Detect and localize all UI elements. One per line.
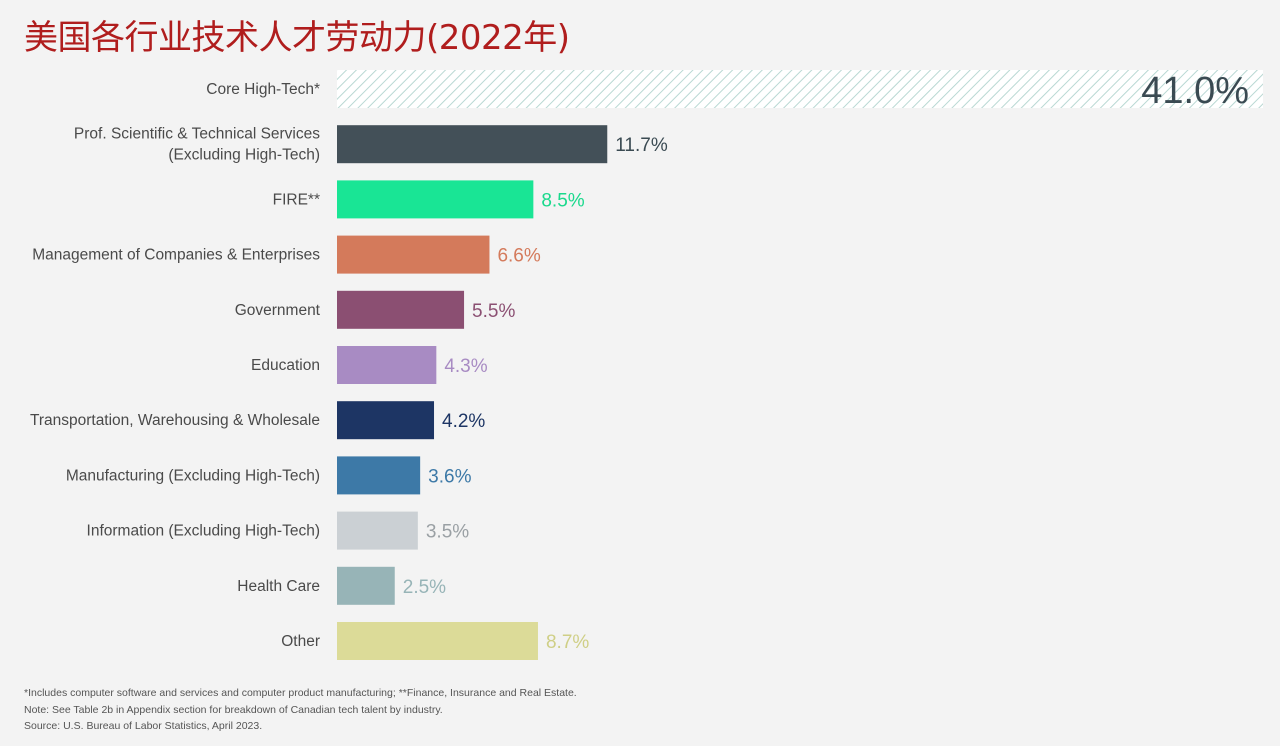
bar-4 xyxy=(337,290,465,329)
category-label-0: Core High-Tech* xyxy=(206,81,320,98)
bar-2 xyxy=(337,180,534,219)
category-label-4: Government xyxy=(235,302,321,319)
bar-3 xyxy=(337,235,490,274)
value-label-4: 5.5% xyxy=(472,301,515,322)
category-label-1: Prof. Scientific & Technical Services (Ex… xyxy=(74,126,320,164)
value-label-1: 11.7% xyxy=(615,135,668,156)
value-label-3: 6.6% xyxy=(497,246,540,267)
bar-9 xyxy=(337,566,395,605)
footnote-note: Note: See Table 2b in Appendix section f… xyxy=(24,703,443,716)
value-label-5: 4.3% xyxy=(444,356,487,377)
bar-1 xyxy=(337,125,608,164)
bar-0 xyxy=(337,70,1263,108)
category-label-2: FIRE** xyxy=(273,191,320,208)
category-label-9: Health Care xyxy=(237,578,320,595)
category-label-5: Education xyxy=(251,357,320,374)
value-label-9: 2.5% xyxy=(403,577,446,598)
category-label-7: Manufacturing (Excluding High-Tech) xyxy=(66,467,320,484)
value-label-7: 3.6% xyxy=(428,466,471,487)
bar-10 xyxy=(337,622,538,660)
category-label-3: Management of Companies & Enterprises xyxy=(32,247,320,264)
footnote-source: Source: U.S. Bureau of Labor Statistics,… xyxy=(24,720,263,732)
bar-6 xyxy=(337,401,435,440)
footnote-definitions: *Includes computer software and services… xyxy=(24,687,577,699)
bar-7 xyxy=(337,456,421,495)
bar-8 xyxy=(337,511,418,550)
bar-5 xyxy=(337,346,437,384)
category-label-8: Information (Excluding High-Tech) xyxy=(87,523,320,540)
value-label-10: 8.7% xyxy=(546,632,589,653)
chart-title: 美国各行业技术人才劳动力(2022年) xyxy=(24,18,570,58)
category-label-6: Transportation, Warehousing & Wholesale xyxy=(30,412,320,429)
bar-chart: Core High-Tech* 41.0% Prof. Scientific & T… xyxy=(30,70,1263,660)
value-label-0: 41.0% xyxy=(1141,70,1249,112)
value-label-6: 4.2% xyxy=(442,411,485,432)
value-label-2: 8.5% xyxy=(541,190,584,211)
value-label-8: 3.5% xyxy=(426,522,469,543)
category-label-10: Other xyxy=(281,633,320,650)
footnotes: *Includes computer software and services… xyxy=(24,685,577,735)
